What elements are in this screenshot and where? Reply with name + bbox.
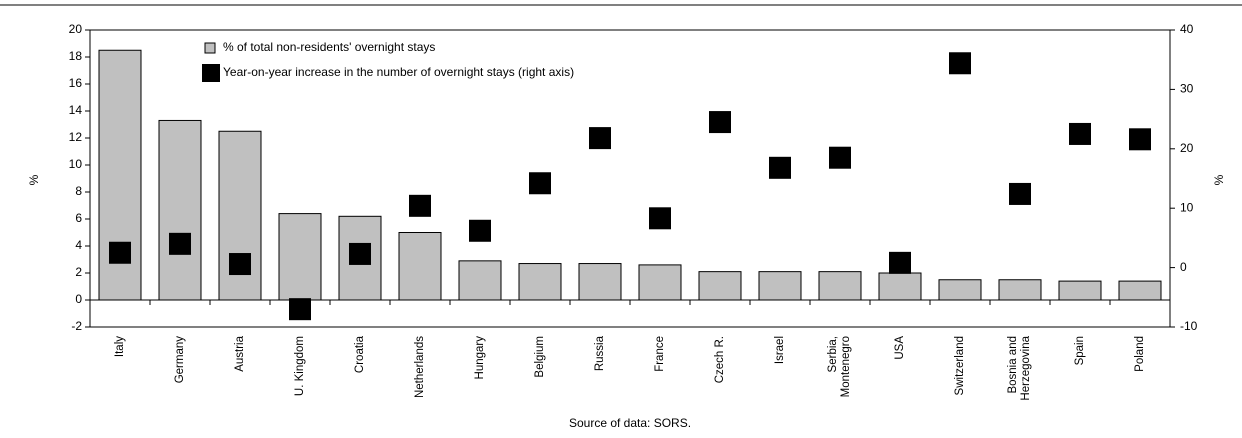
y-tick-label: 14: [69, 103, 83, 117]
legend-label: % of total non-residents' overnight stay…: [223, 40, 435, 54]
marker: [589, 127, 611, 150]
y2-tick-label: 40: [1180, 22, 1194, 36]
x-tick-label: Czech R.: [713, 336, 726, 384]
x-tick-label: Spain: [1073, 336, 1086, 366]
bar: [818, 271, 862, 301]
legend-swatch: [204, 42, 216, 54]
y2-tick-label: 0: [1180, 260, 1187, 274]
x-tick-label: Switzerland: [953, 336, 966, 396]
marker: [1069, 122, 1091, 145]
bar: [1118, 280, 1162, 301]
marker: [169, 232, 191, 255]
marker: [709, 111, 731, 134]
bar: [638, 264, 682, 301]
x-tick-label: U. Kingdom: [293, 336, 306, 397]
y-tick-label: 4: [75, 238, 82, 252]
x-tick-label: Poland: [1133, 336, 1146, 372]
x-tick-label: USA: [893, 336, 906, 360]
bar: [518, 263, 562, 301]
y-tick-label: 6: [75, 211, 82, 225]
marker: [409, 194, 431, 217]
x-tick-label: Belgium: [533, 336, 546, 378]
y2-tick-label: 20: [1180, 141, 1194, 155]
bar: [998, 279, 1042, 301]
marker: [229, 253, 251, 276]
bar: [278, 213, 322, 301]
marker: [949, 52, 971, 75]
bar: [938, 279, 982, 301]
legend-label: Year-on-year increase in the number of o…: [223, 65, 574, 79]
y-tick-label: 8: [75, 184, 82, 198]
plot-frame: [89, 29, 1171, 328]
y2-tick-label: 10: [1180, 200, 1194, 214]
y-tick-label: -2: [71, 319, 82, 333]
y-tick-label: 16: [69, 76, 83, 90]
marker: [529, 172, 551, 195]
marker: [1009, 182, 1031, 205]
y-tick-label: 18: [69, 49, 83, 63]
y2-axis-label: %: [1212, 174, 1226, 185]
marker: [889, 251, 911, 274]
bar: [398, 232, 442, 301]
marker: [109, 241, 131, 264]
x-tick-label: Austria: [233, 336, 246, 372]
x-tick-label: France: [653, 336, 666, 372]
x-tick-label: Serbia, Montenegro: [827, 336, 852, 398]
y2-tick-label: 30: [1180, 82, 1194, 96]
bar: [158, 119, 202, 301]
bar: [878, 272, 922, 301]
x-tick-label: Israel: [773, 336, 786, 365]
y-tick-label: 20: [69, 22, 83, 36]
y-axis-label: %: [27, 174, 41, 185]
y-tick-label: 0: [75, 292, 82, 306]
x-tick-label: Bosnia and Herzegovina: [1007, 336, 1032, 401]
y-tick-label: 2: [75, 265, 82, 279]
x-tick-label: Hungary: [473, 336, 486, 380]
bar: [458, 260, 502, 301]
x-tick-label: Croatia: [353, 336, 366, 374]
x-tick-label: Russia: [593, 336, 606, 372]
marker: [829, 146, 851, 169]
source-note: Source of data: SORS.: [569, 416, 691, 430]
marker: [469, 219, 491, 242]
marker: [289, 298, 311, 321]
y-tick-label: 12: [69, 130, 83, 144]
x-tick-label: Germany: [173, 336, 186, 384]
x-tick-label: Netherlands: [413, 336, 426, 399]
bar: [758, 271, 802, 301]
bar: [1058, 280, 1102, 301]
marker: [769, 156, 791, 179]
marker: [649, 207, 671, 230]
legend-swatch: [202, 64, 220, 82]
marker: [349, 242, 371, 265]
y-tick-label: 10: [69, 157, 83, 171]
x-tick-label: Italy: [113, 336, 126, 358]
y2-tick-label: -10: [1180, 319, 1198, 333]
marker: [1129, 128, 1151, 151]
bar: [578, 263, 622, 301]
bar: [698, 271, 742, 301]
